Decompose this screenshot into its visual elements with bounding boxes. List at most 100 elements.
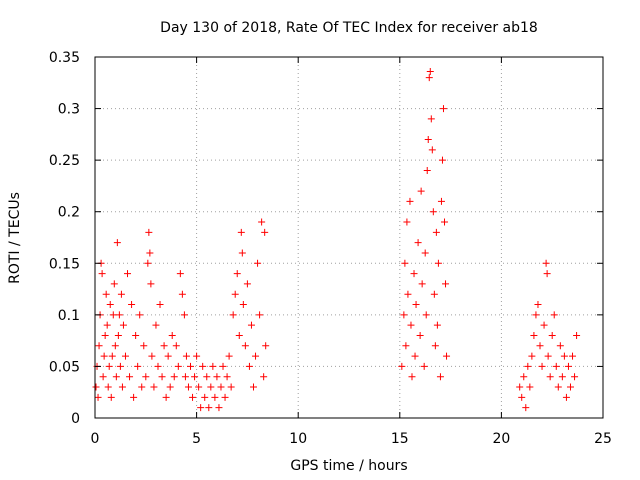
data-point (520, 373, 528, 381)
data-point (402, 342, 410, 350)
data-point (103, 321, 111, 329)
data-point (427, 115, 435, 123)
data-point (187, 362, 195, 370)
data-point (550, 311, 558, 319)
data-point (227, 383, 235, 391)
data-point (443, 352, 451, 360)
data-point (142, 373, 150, 381)
data-point (136, 311, 144, 319)
data-point (94, 393, 102, 401)
data-point (540, 321, 548, 329)
data-point (201, 393, 209, 401)
data-point (245, 362, 253, 370)
y-tick-label: 0.3 (58, 102, 80, 118)
data-point (530, 331, 538, 339)
data-point (542, 259, 550, 267)
data-point (98, 270, 106, 278)
grid-lines (95, 57, 603, 418)
data-point (168, 331, 176, 339)
data-point (105, 362, 113, 370)
data-point (428, 146, 436, 154)
data-point (134, 362, 142, 370)
data-point (407, 321, 415, 329)
y-tick-label: 0.35 (49, 50, 80, 66)
data-point (249, 383, 257, 391)
data-point (406, 197, 414, 205)
data-point (437, 197, 445, 205)
data-point (150, 383, 158, 391)
data-point (258, 218, 266, 226)
data-point (412, 301, 420, 309)
data-point (247, 321, 255, 329)
data-point (111, 342, 119, 350)
data-point (118, 383, 126, 391)
y-tick-label: 0 (71, 411, 80, 427)
data-point (156, 301, 164, 309)
data-point (436, 373, 444, 381)
data-point (414, 239, 422, 247)
data-point (162, 393, 170, 401)
data-point (536, 342, 544, 350)
data-point (238, 249, 246, 257)
data-point (416, 331, 424, 339)
data-point (538, 362, 546, 370)
data-point (430, 290, 438, 298)
data-point (176, 270, 184, 278)
data-point (401, 259, 409, 267)
data-point (174, 362, 182, 370)
plot-frame (94, 56, 604, 419)
x-tick-label: 10 (289, 431, 307, 447)
data-point (233, 270, 241, 278)
data-point (184, 383, 192, 391)
y-tick-label: 0.2 (58, 205, 80, 221)
data-point (434, 259, 442, 267)
data-point (554, 383, 562, 391)
y-tick-label: 0.25 (49, 153, 80, 169)
data-point (108, 352, 116, 360)
data-point (417, 187, 425, 195)
data-point (418, 280, 426, 288)
axis-ticks (94, 56, 604, 419)
data-point (552, 362, 560, 370)
data-point (117, 290, 125, 298)
x-tick-label: 20 (492, 431, 510, 447)
data-point (562, 393, 570, 401)
data-point (205, 404, 213, 412)
data-point (107, 393, 115, 401)
data-point (237, 228, 245, 236)
data-point (213, 373, 221, 381)
data-point (411, 352, 419, 360)
data-point (219, 362, 227, 370)
data-point (128, 301, 136, 309)
data-point (178, 290, 186, 298)
data-point (254, 259, 262, 267)
data-point (422, 311, 430, 319)
data-point (106, 301, 114, 309)
data-point (239, 301, 247, 309)
data-point (223, 373, 231, 381)
x-tick-labels: 0 5 10 15 20 25 (91, 431, 612, 447)
data-point (121, 352, 129, 360)
data-point (180, 311, 188, 319)
data-point (132, 331, 140, 339)
data-point (170, 373, 178, 381)
y-tick-label: 0.05 (49, 359, 80, 375)
data-point (546, 373, 554, 381)
data-point (145, 228, 153, 236)
data-point (148, 352, 156, 360)
data-point (433, 321, 441, 329)
data-point (252, 352, 260, 360)
data-point (532, 311, 540, 319)
data-point (158, 373, 166, 381)
data-point (114, 331, 122, 339)
data-point (140, 342, 148, 350)
data-point (544, 352, 552, 360)
data-point (229, 311, 237, 319)
data-point (126, 373, 134, 381)
data-point (423, 166, 431, 174)
data-point (241, 342, 249, 350)
data-point (124, 270, 132, 278)
data-point (441, 218, 449, 226)
data-point (166, 383, 174, 391)
